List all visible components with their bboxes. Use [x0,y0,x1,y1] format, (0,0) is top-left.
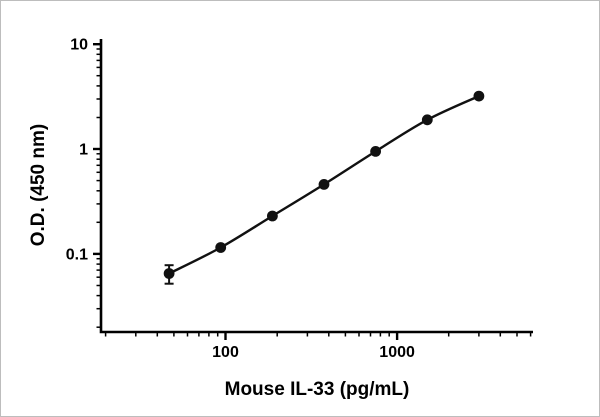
data-point-marker [318,179,330,190]
data-point-marker [215,242,227,253]
data-point-marker [370,146,381,157]
x-tick-label: 100 [212,344,239,361]
data-point-marker [267,210,278,222]
x-axis-title: Mouse IL-33 (pg/mL) [224,379,410,400]
axis-lines [99,39,533,334]
data-point-marker [473,90,485,102]
data-point-marker [163,268,175,279]
y-axis-title: O.D. (450 nm) [28,123,49,247]
y-tick-label: 1 [79,142,88,159]
y-tick-label: 0.1 [66,246,88,263]
y-tick-label: 10 [70,37,88,54]
data-point-marker [421,114,433,126]
x-tick-label: 1000 [379,344,415,361]
